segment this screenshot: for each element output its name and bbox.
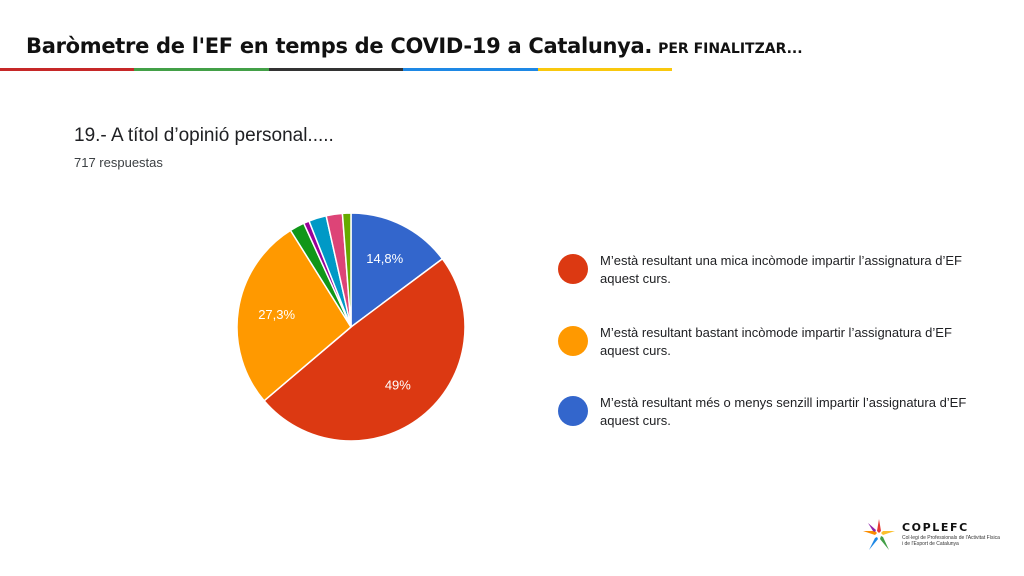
legend-item[interactable]: M’està resultant una mica incòmode impar… xyxy=(558,252,978,288)
chart-card xyxy=(64,100,968,468)
legend-label: M’està resultant una mica incòmode impar… xyxy=(600,253,962,286)
slide-subtitle: PER FINALITZAR... xyxy=(658,41,803,57)
slide-title: Baròmetre de l'EF en temps de COVID-19 a… xyxy=(26,34,653,58)
legend-item[interactable]: M’està resultant bastant incòmode impart… xyxy=(558,324,978,360)
coplefc-star-icon xyxy=(863,519,895,550)
header-color-bar xyxy=(0,68,673,71)
slide-header: Baròmetre de l'EF en temps de COVID-19 a… xyxy=(26,34,803,58)
legend-swatch xyxy=(558,254,588,284)
legend-swatch xyxy=(558,396,588,426)
color-bar-segment xyxy=(403,68,538,71)
color-bar-segment xyxy=(268,68,404,71)
color-bar-segment xyxy=(0,68,135,71)
logo-tagline: Col·legi de Professionals de l'Activitat… xyxy=(902,535,1000,547)
response-count: 717 respuestas xyxy=(74,155,163,170)
logo-name: COPLEFC xyxy=(902,521,969,534)
color-bar-segment xyxy=(134,68,269,71)
legend-label: M’està resultant bastant incòmode impart… xyxy=(600,325,952,358)
color-bar-segment xyxy=(537,68,673,71)
coplefc-logo: COPLEFC Col·legi de Professionals de l'A… xyxy=(862,518,1002,558)
legend-item[interactable]: M’està resultant més o menys senzill imp… xyxy=(558,394,978,430)
legend-label: M’està resultant més o menys senzill imp… xyxy=(600,395,967,428)
legend-swatch xyxy=(558,326,588,356)
question-title: 19.- A títol d’opinió personal..... xyxy=(74,125,334,146)
